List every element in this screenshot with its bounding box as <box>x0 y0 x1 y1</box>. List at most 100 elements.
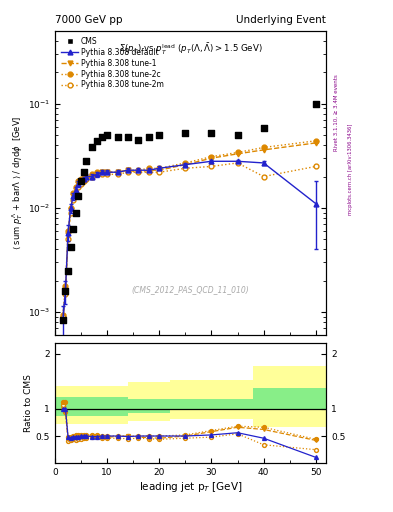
Pythia 8.308 tune-2m <box>261 174 266 180</box>
Pythia 8.308 tune-2c <box>105 169 110 175</box>
CMS <box>125 133 131 141</box>
Pythia 8.308 tune-2m <box>79 181 83 187</box>
Pythia 8.308 tune-2c <box>71 189 75 196</box>
Pythia 8.308 tune-2c <box>126 167 130 173</box>
Pythia 8.308 tune-1 <box>94 171 99 177</box>
Text: $\Sigma(p_T)$ vs $p_T^\mathrm{lead}$ ($p_T(\Lambda,\bar{\Lambda}) > 1.5$ GeV): $\Sigma(p_T)$ vs $p_T^\mathrm{lead}$ ($p… <box>119 41 263 57</box>
Pythia 8.308 tune-2m <box>313 163 318 169</box>
Pythia 8.308 tune-1 <box>105 169 110 175</box>
Pythia 8.308 tune-1 <box>71 193 75 199</box>
Pythia 8.308 tune-2m <box>71 197 75 203</box>
Pythia 8.308 tune-2c <box>209 154 214 160</box>
CMS <box>83 157 90 165</box>
Pythia 8.308 tune-2c <box>115 169 120 175</box>
Pythia 8.308 tune-2c <box>84 174 89 180</box>
Pythia 8.308 tune-1 <box>157 167 162 173</box>
Pythia 8.308 tune-2c <box>313 138 318 144</box>
Y-axis label: Ratio to CMS: Ratio to CMS <box>24 374 33 432</box>
Pythia 8.308 tune-2m <box>63 291 68 297</box>
CMS <box>73 208 79 217</box>
Legend: CMS, Pythia 8.308 default, Pythia 8.308 tune-1, Pythia 8.308 tune-2c, Pythia 8.3: CMS, Pythia 8.308 default, Pythia 8.308 … <box>59 34 166 92</box>
Pythia 8.308 tune-2m <box>157 169 162 175</box>
Text: Underlying Event: Underlying Event <box>236 15 326 25</box>
Pythia 8.308 tune-1 <box>61 316 65 323</box>
Pythia 8.308 tune-2c <box>68 205 73 211</box>
Pythia 8.308 tune-2m <box>73 189 78 196</box>
CMS <box>62 287 69 295</box>
Pythia 8.308 tune-2m <box>76 184 81 190</box>
CMS <box>88 143 95 152</box>
CMS <box>78 177 84 185</box>
Pythia 8.308 tune-2m <box>147 169 151 175</box>
Pythia 8.308 tune-2c <box>81 175 86 181</box>
Pythia 8.308 tune-1 <box>76 181 81 187</box>
Line: Pythia 8.308 tune-2m: Pythia 8.308 tune-2m <box>61 160 318 319</box>
Pythia 8.308 tune-2c <box>183 160 188 166</box>
Text: Rivet 3.1.10, ≥ 3.4M events: Rivet 3.1.10, ≥ 3.4M events <box>334 74 338 151</box>
CMS <box>75 192 82 200</box>
Pythia 8.308 tune-1 <box>79 178 83 184</box>
CMS <box>104 131 110 139</box>
Pythia 8.308 tune-2m <box>209 163 214 169</box>
Pythia 8.308 tune-1 <box>89 174 94 180</box>
Pythia 8.308 tune-2m <box>94 171 99 177</box>
Pythia 8.308 tune-1 <box>73 186 78 193</box>
Pythia 8.308 tune-1 <box>66 232 70 238</box>
CMS <box>70 225 76 233</box>
Pythia 8.308 tune-1 <box>63 291 68 297</box>
CMS <box>60 315 66 324</box>
Pythia 8.308 tune-2m <box>89 174 94 180</box>
Pythia 8.308 tune-2c <box>136 167 141 173</box>
Pythia 8.308 tune-2c <box>99 169 104 175</box>
Line: Pythia 8.308 tune-2c: Pythia 8.308 tune-2c <box>61 138 318 317</box>
CMS <box>208 129 215 137</box>
Pythia 8.308 tune-2c <box>61 311 65 317</box>
Pythia 8.308 tune-2m <box>235 160 240 166</box>
Pythia 8.308 tune-2m <box>61 314 65 320</box>
Pythia 8.308 tune-2c <box>63 283 68 289</box>
Pythia 8.308 tune-1 <box>136 169 141 175</box>
CMS <box>312 99 319 108</box>
Pythia 8.308 tune-2m <box>81 178 86 184</box>
Text: 7000 GeV pp: 7000 GeV pp <box>55 15 123 25</box>
Y-axis label: $\langle$ sum $p_T^\Lambda$ + bar$\Lambda$ $\rangle$ / d$\eta$d$\phi$  [GeV]: $\langle$ sum $p_T^\Lambda$ + bar$\Lambd… <box>10 116 25 250</box>
Pythia 8.308 tune-2m <box>136 169 141 175</box>
Pythia 8.308 tune-1 <box>183 162 188 168</box>
Pythia 8.308 tune-2m <box>183 165 188 172</box>
CMS <box>261 124 267 133</box>
Pythia 8.308 tune-2c <box>94 169 99 175</box>
Pythia 8.308 tune-1 <box>313 140 318 146</box>
Pythia 8.308 tune-1 <box>126 167 130 173</box>
CMS <box>135 136 141 144</box>
Text: mcplots.cern.ch [arXiv:1306.3436]: mcplots.cern.ch [arXiv:1306.3436] <box>348 123 353 215</box>
CMS <box>68 243 74 251</box>
Pythia 8.308 tune-2c <box>79 176 83 182</box>
Pythia 8.308 tune-2c <box>89 171 94 177</box>
Pythia 8.308 tune-1 <box>84 176 89 182</box>
Pythia 8.308 tune-1 <box>235 151 240 157</box>
Pythia 8.308 tune-2c <box>157 165 162 172</box>
Pythia 8.308 tune-1 <box>81 177 86 183</box>
Pythia 8.308 tune-2m <box>66 236 70 242</box>
Pythia 8.308 tune-2m <box>126 169 130 175</box>
Pythia 8.308 tune-2c <box>76 178 81 184</box>
Pythia 8.308 tune-1 <box>209 155 214 161</box>
Pythia 8.308 tune-1 <box>68 207 73 214</box>
Pythia 8.308 tune-1 <box>261 147 266 153</box>
CMS <box>146 133 152 141</box>
Pythia 8.308 tune-1 <box>99 169 104 175</box>
CMS <box>234 131 241 139</box>
CMS <box>156 131 162 139</box>
CMS <box>99 133 105 141</box>
Line: Pythia 8.308 tune-1: Pythia 8.308 tune-1 <box>61 140 318 322</box>
CMS <box>65 267 71 275</box>
Pythia 8.308 tune-2m <box>115 171 120 177</box>
CMS <box>182 129 189 137</box>
Pythia 8.308 tune-2c <box>147 165 151 172</box>
Pythia 8.308 tune-2c <box>66 228 70 234</box>
Pythia 8.308 tune-1 <box>147 167 151 173</box>
Pythia 8.308 tune-2m <box>84 176 89 182</box>
Pythia 8.308 tune-2m <box>68 209 73 216</box>
Pythia 8.308 tune-2m <box>99 171 104 177</box>
Pythia 8.308 tune-2m <box>105 171 110 177</box>
